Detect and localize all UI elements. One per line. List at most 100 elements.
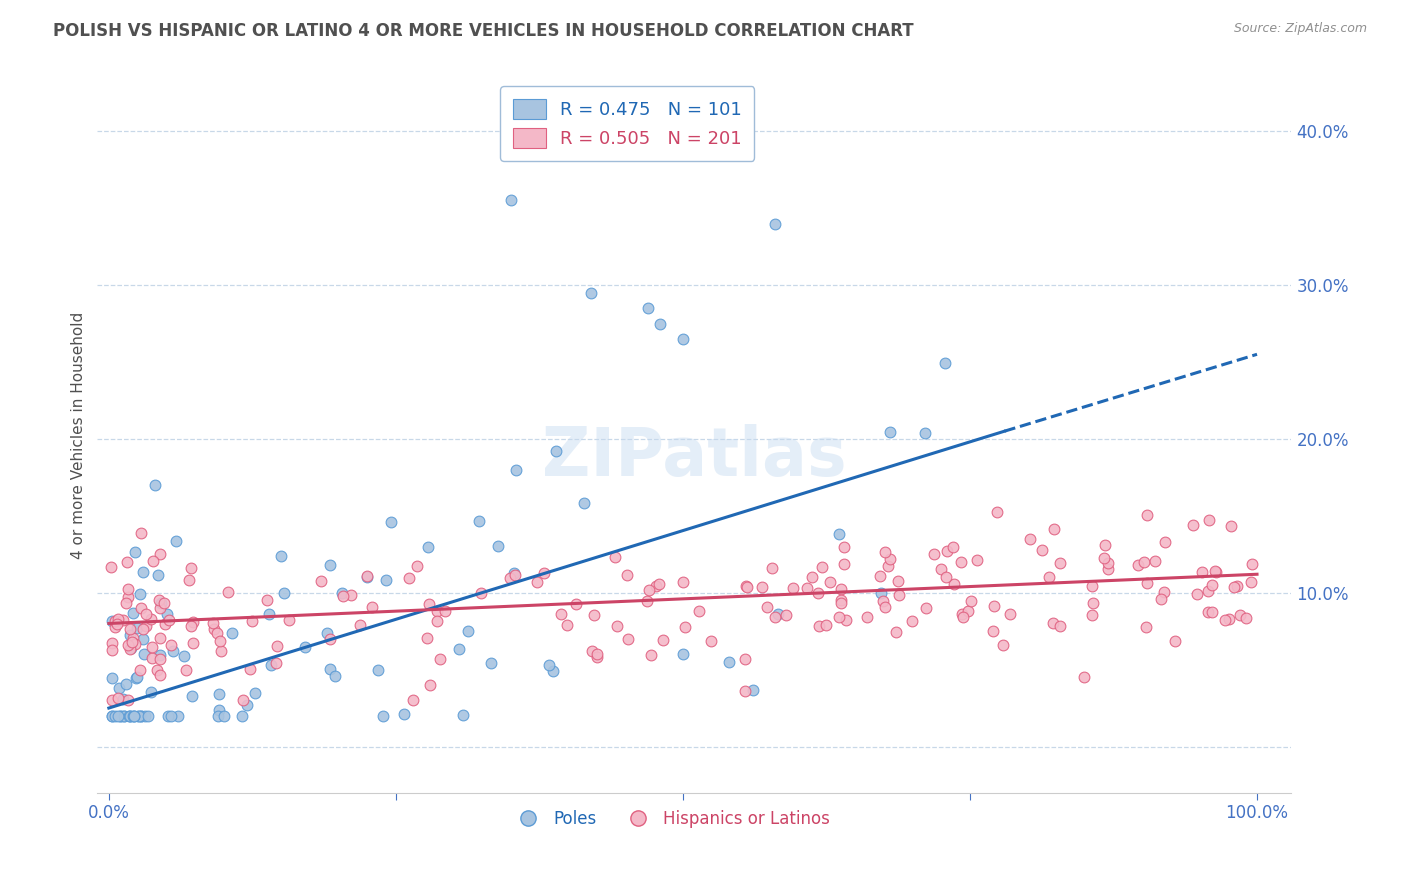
Point	[111, 613, 134, 627]
Point	[766, 607, 789, 622]
Point	[309, 574, 332, 588]
Point	[235, 698, 257, 713]
Point	[128, 587, 150, 601]
Point	[929, 562, 952, 576]
Point	[1049, 619, 1071, 633]
Point	[120, 623, 142, 637]
Point	[991, 638, 1014, 652]
Point	[319, 662, 342, 676]
Point	[316, 626, 339, 640]
Point	[176, 663, 198, 677]
Point	[205, 626, 228, 640]
Point	[1201, 605, 1223, 619]
Point	[1132, 555, 1154, 569]
Point	[148, 593, 170, 607]
Point	[419, 678, 441, 692]
Point	[129, 600, 152, 615]
Point	[1164, 634, 1187, 648]
Point	[108, 681, 131, 695]
Point	[135, 619, 157, 633]
Point	[1229, 607, 1251, 622]
Point	[950, 556, 973, 570]
Point	[394, 707, 416, 722]
Point	[125, 621, 148, 635]
Point	[240, 614, 263, 628]
Point	[120, 708, 142, 723]
Point	[915, 600, 938, 615]
Point	[139, 612, 162, 626]
Point	[266, 639, 288, 653]
Point	[555, 617, 578, 632]
Point	[103, 619, 125, 633]
Point	[117, 590, 139, 604]
Point	[107, 708, 129, 723]
Point	[208, 688, 231, 702]
Point	[135, 607, 157, 621]
Point	[181, 689, 204, 703]
Point	[1031, 542, 1053, 557]
Point	[1073, 670, 1095, 684]
Point	[1150, 591, 1173, 606]
Point	[141, 640, 163, 654]
Point	[453, 708, 475, 723]
Text: POLISH VS HISPANIC OR LATINO 4 OR MORE VEHICLES IN HOUSEHOLD CORRELATION CHART: POLISH VS HISPANIC OR LATINO 4 OR MORE V…	[53, 22, 914, 40]
Point	[1153, 584, 1175, 599]
Point	[319, 558, 342, 572]
Point	[375, 573, 398, 587]
Point	[207, 708, 229, 723]
Y-axis label: 4 or more Vehicles in Household: 4 or more Vehicles in Household	[72, 311, 86, 558]
Point	[502, 566, 524, 580]
Point	[149, 648, 172, 662]
Point	[637, 301, 659, 315]
Point	[418, 598, 440, 612]
Point	[110, 708, 132, 723]
Point	[1198, 512, 1220, 526]
Point	[108, 708, 131, 723]
Point	[120, 640, 142, 655]
Point	[828, 527, 851, 541]
Point	[1083, 596, 1105, 610]
Point	[582, 608, 605, 623]
Point	[349, 618, 371, 632]
Point	[257, 607, 280, 622]
Point	[942, 541, 965, 555]
Point	[124, 545, 146, 559]
Point	[157, 613, 180, 627]
Point	[181, 636, 204, 650]
Point	[834, 613, 856, 627]
Point	[981, 624, 1004, 639]
Point	[115, 596, 138, 610]
Point	[101, 708, 124, 723]
Point	[340, 588, 363, 602]
Point	[398, 571, 420, 585]
Point	[782, 581, 804, 595]
Point	[264, 656, 287, 670]
Point	[1185, 586, 1208, 600]
Point	[876, 558, 898, 573]
Point	[1097, 556, 1119, 570]
Point	[734, 683, 756, 698]
Point	[763, 609, 786, 624]
Point	[1234, 611, 1257, 625]
Point	[1097, 562, 1119, 576]
Point	[104, 614, 127, 628]
Point	[129, 525, 152, 540]
Point	[202, 616, 225, 631]
Point	[872, 594, 894, 608]
Point	[356, 570, 378, 584]
Point	[165, 533, 187, 548]
Point	[479, 657, 502, 671]
Point	[134, 708, 156, 723]
Point	[149, 668, 172, 682]
Point	[957, 604, 980, 618]
Point	[468, 514, 491, 528]
Point	[155, 616, 177, 631]
Point	[129, 708, 152, 723]
Point	[966, 552, 988, 566]
Point	[136, 708, 159, 723]
Point	[325, 669, 347, 683]
Point	[1019, 532, 1042, 546]
Point	[139, 685, 162, 699]
Point	[132, 566, 155, 580]
Point	[134, 647, 156, 661]
